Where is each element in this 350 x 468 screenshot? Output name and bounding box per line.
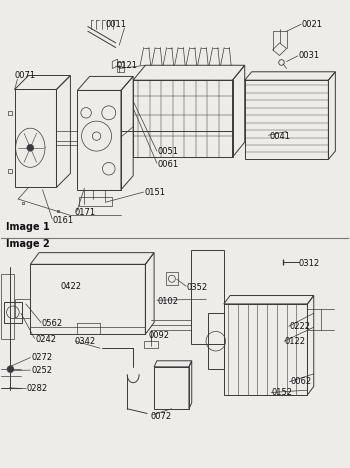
Text: 0092: 0092 bbox=[148, 331, 169, 340]
Text: 0051: 0051 bbox=[158, 146, 178, 155]
Text: 0061: 0061 bbox=[158, 160, 179, 168]
Text: 0152: 0152 bbox=[272, 388, 293, 397]
Text: 0151: 0151 bbox=[144, 188, 165, 197]
Text: 0342: 0342 bbox=[75, 336, 96, 346]
Text: 0031: 0031 bbox=[299, 51, 320, 60]
Text: 0021: 0021 bbox=[302, 20, 323, 29]
Text: 0121: 0121 bbox=[117, 61, 138, 70]
Text: 0161: 0161 bbox=[52, 216, 74, 226]
Text: 0011: 0011 bbox=[105, 20, 126, 29]
Text: 0071: 0071 bbox=[15, 71, 36, 80]
Text: 0422: 0422 bbox=[61, 282, 82, 291]
Text: Image 2: Image 2 bbox=[6, 239, 50, 249]
Text: 0122: 0122 bbox=[285, 336, 306, 346]
Text: 0252: 0252 bbox=[31, 366, 52, 374]
Text: 0282: 0282 bbox=[27, 384, 48, 393]
Text: 0062: 0062 bbox=[290, 377, 311, 386]
Text: 0562: 0562 bbox=[42, 319, 63, 328]
Text: 0352: 0352 bbox=[187, 283, 208, 292]
Circle shape bbox=[27, 144, 34, 151]
Text: 0102: 0102 bbox=[158, 297, 178, 306]
Text: 0312: 0312 bbox=[299, 259, 320, 268]
Text: Image 1: Image 1 bbox=[6, 222, 50, 232]
Text: 0272: 0272 bbox=[31, 353, 52, 362]
Text: 0171: 0171 bbox=[75, 208, 96, 217]
Circle shape bbox=[7, 366, 14, 373]
Text: 0041: 0041 bbox=[269, 132, 290, 140]
Text: 0072: 0072 bbox=[150, 412, 172, 421]
Text: 0222: 0222 bbox=[289, 322, 310, 331]
Text: 0242: 0242 bbox=[36, 335, 57, 344]
